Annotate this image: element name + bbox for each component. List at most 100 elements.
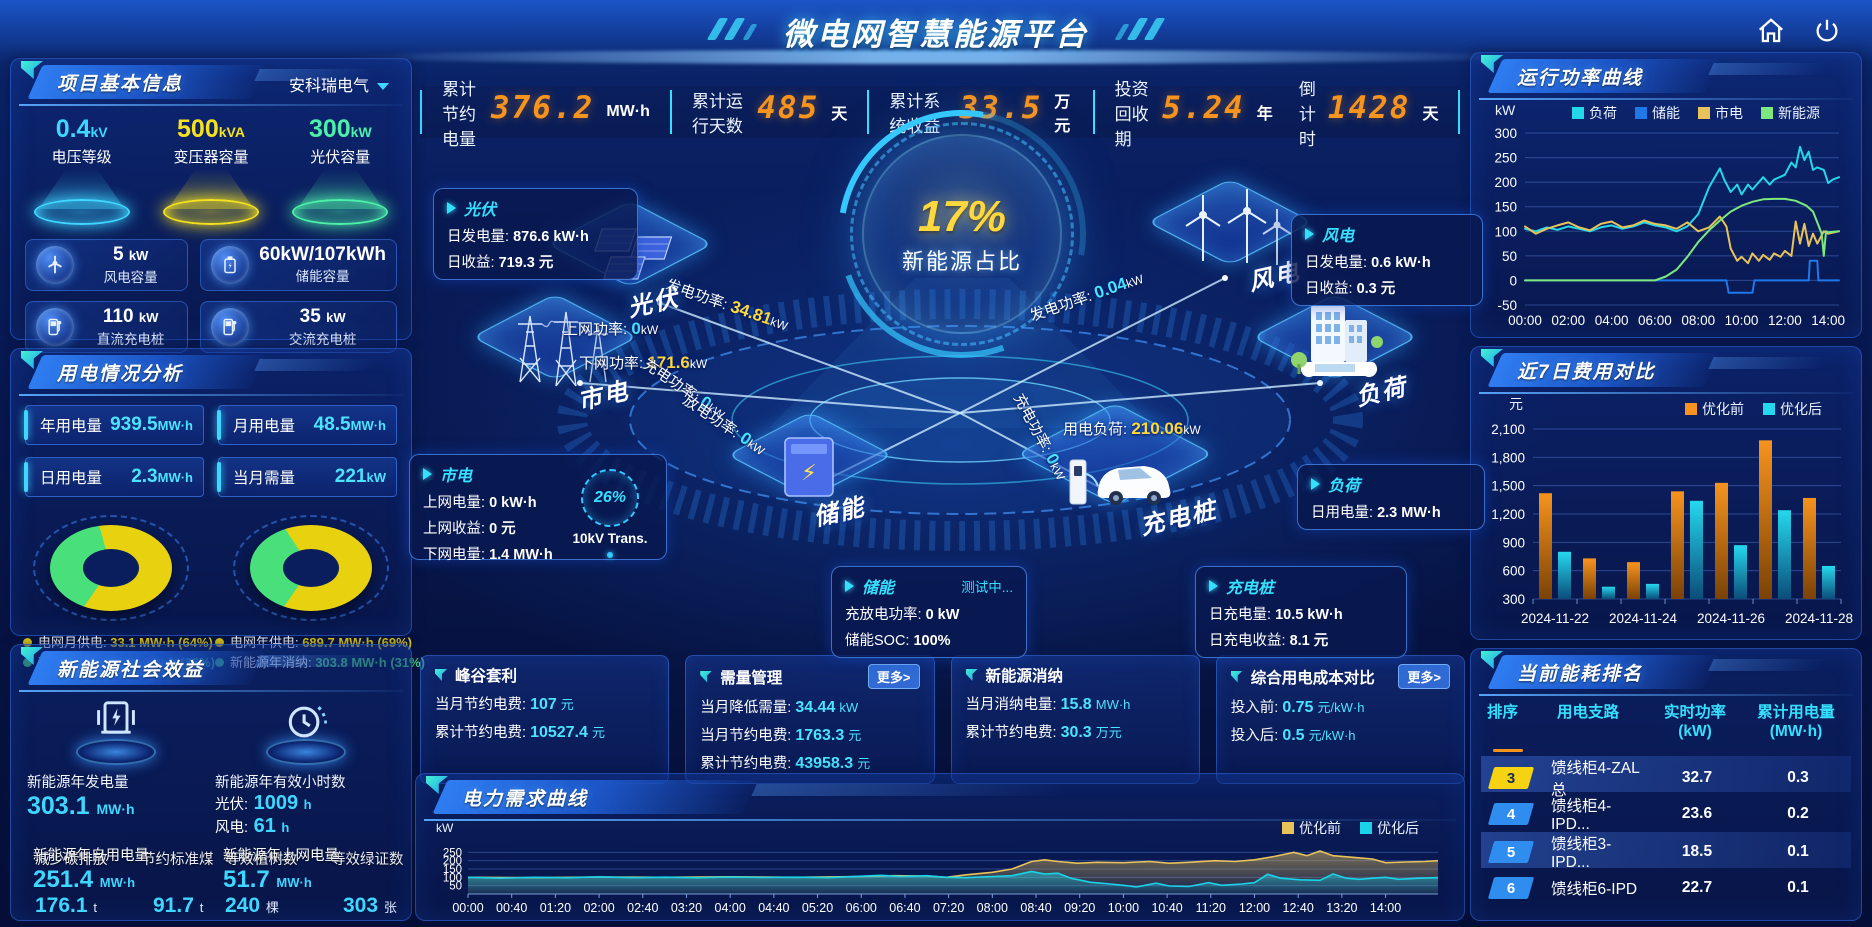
corner-mini-icon <box>965 669 978 681</box>
svg-text:优化后: 优化后 <box>1377 820 1419 836</box>
svg-text:00:00: 00:00 <box>452 901 483 915</box>
svg-text:储能: 储能 <box>1652 105 1680 121</box>
table-row[interactable]: 6 馈线柜6-IPD 22.7 0.1 <box>1481 870 1851 906</box>
battery-storage-illustration: ⚡ <box>784 437 834 497</box>
svg-text:2,100: 2,100 <box>1491 422 1525 437</box>
benefit-value: 15.8 <box>1060 696 1092 713</box>
donut-year <box>231 513 391 623</box>
rank-badge: 5 <box>1487 841 1535 863</box>
panel-energy-ranking: 当前能耗排名 排序 用电支路 实时功率 (kW) 累计用电量 (MW·h) 3 馈线柜4… <box>1470 648 1862 921</box>
spotlight-pad <box>162 199 259 225</box>
svg-text:06:40: 06:40 <box>889 901 920 915</box>
svg-text:600: 600 <box>1502 564 1525 579</box>
svg-text:2024-11-22: 2024-11-22 <box>1521 611 1589 626</box>
info-box-row: 日收益: 0.3 元 <box>1305 281 1396 297</box>
benefit-unit: MW·h <box>1095 697 1131 712</box>
panel-header: 项目基本信息 安科瑞电气 <box>19 61 403 106</box>
more-button[interactable]: 更多> <box>1398 664 1450 689</box>
svg-text:1,200: 1,200 <box>1491 507 1525 522</box>
svg-text:02:40: 02:40 <box>627 901 658 915</box>
overlay-big-value: 251.4 MW·h <box>33 866 136 893</box>
benefit-unit: 元/kW·h <box>1308 728 1356 743</box>
donut-deco-ring <box>33 515 189 621</box>
table-row[interactable]: 5 馈线柜3-IPD... 18.5 0.1 <box>1481 832 1851 871</box>
power-icon[interactable] <box>1812 16 1842 46</box>
svg-text:09:20: 09:20 <box>1064 901 1095 915</box>
svg-text:08:00: 08:00 <box>1681 313 1715 328</box>
company-selector[interactable]: 安科瑞电气 <box>289 72 389 96</box>
ranking-table-rows: 3 馈线柜4-ZAL总 32.7 0.3 4 馈线柜4-IPD... 23.6 0.2 5 馈线柜… <box>1471 754 1861 912</box>
legend-dot <box>23 638 32 647</box>
donut-chart <box>50 525 172 611</box>
svg-text:kW: kW <box>436 821 454 835</box>
corner-mini-icon <box>1230 670 1243 683</box>
usage-stat-pill: 日用电量 2.3MW·h <box>24 457 204 497</box>
svg-text:04:40: 04:40 <box>758 901 789 915</box>
table-row[interactable]: 3 馈线柜4-ZAL总 32.7 0.3 <box>1481 756 1851 799</box>
svg-text:14:00: 14:00 <box>1370 901 1401 915</box>
svg-text:市电: 市电 <box>1715 105 1743 121</box>
legend-swatch <box>1761 107 1773 119</box>
overlay-label-1: 新能源年自用电量 <box>33 848 149 864</box>
spotlight-value: 300kW <box>308 115 372 143</box>
capacity-card: 35 kW 交流充电桩 <box>200 301 397 353</box>
capacity-value: 35 kW <box>299 305 346 327</box>
more-button[interactable]: 更多> <box>867 664 920 689</box>
panel-header: 近7日费用对比 <box>1479 349 1853 394</box>
legend-swatch <box>1635 107 1647 119</box>
capacity-text: 110 kW 直流充电桩 <box>84 306 177 348</box>
panel-title: 运行功率曲线 <box>1517 68 1644 89</box>
svg-text:04:00: 04:00 <box>715 901 746 915</box>
donut-row <box>11 513 411 623</box>
capacity-value: 60kW/107kWh <box>259 244 386 265</box>
svg-text:250: 250 <box>1494 151 1517 166</box>
social-icons <box>11 685 411 765</box>
spoke-label: 用电负荷: 210.06kW <box>1063 419 1201 438</box>
spoke-value: 0 <box>631 319 641 338</box>
gen-value: 303.1 MW·h <box>27 792 135 820</box>
benefit-value: 30.3 <box>1060 724 1092 741</box>
svg-text:1,800: 1,800 <box>1491 450 1525 465</box>
info-box-title: 储能 <box>862 580 895 597</box>
overlay-sub-value-2: 303 张 <box>343 894 397 917</box>
capacity-text: 35 kW 交流充电桩 <box>259 305 386 348</box>
panel-title: 近7日费用对比 <box>1517 362 1656 383</box>
energy-flow-stage: 17% 新能源占比 光伏 风电 <box>409 61 1485 658</box>
home-icon[interactable] <box>1756 16 1786 46</box>
info-box-storage: 储能 测试中... 充放电功率: 0 kW 储能SOC: 100% <box>831 566 1027 658</box>
kpi-value: 5.24 <box>1162 90 1245 126</box>
branch-name: 馈线柜4-IPD... <box>1551 798 1612 833</box>
bar-优化前-2024-11-22 <box>1539 493 1552 599</box>
info-box-title-row: 充电桩 <box>1209 574 1393 598</box>
svg-text:12:00: 12:00 <box>1239 901 1270 915</box>
table-row[interactable]: 4 馈线柜4-IPD... 23.6 0.2 <box>1481 794 1851 833</box>
transformer-label: 10kV Trans. <box>572 531 648 546</box>
usage-stat-pill: 年用电量 939.5MW·h <box>24 405 204 445</box>
svg-text:00:40: 00:40 <box>496 901 527 915</box>
bar-优化后-2024-11-26 <box>1734 545 1747 599</box>
bar-优化前-2024-11-27 <box>1759 440 1772 599</box>
svg-text:优化前: 优化前 <box>1702 401 1744 417</box>
realtime-power: 18.5 <box>1681 843 1713 860</box>
benefit-card-row: 投入后: 0.5 元/kW·h <box>1230 727 1356 744</box>
benefit-unit: 元/kW·h <box>1317 700 1365 715</box>
info-box-title-row: 市电 <box>423 462 653 486</box>
overlay-sub-value-1: 176.1 t <box>35 894 98 917</box>
usage-stat-label: 年用电量 <box>40 418 103 435</box>
svg-text:00:00: 00:00 <box>1508 313 1542 328</box>
benefit-card-row: 当月消纳电量: 15.8 MW·h <box>965 696 1131 713</box>
info-box-row: 日发电量: 0.6 kW·h <box>1305 255 1431 271</box>
info-box-value: 100% <box>913 633 951 649</box>
panel-title: 新能源社会效益 <box>57 660 205 681</box>
info-box-row: 充放电功率: 0 kW <box>845 607 960 623</box>
benefit-value: 107 <box>530 696 557 713</box>
scroll-indicator[interactable] <box>1493 749 1523 752</box>
svg-text:0: 0 <box>1509 273 1517 288</box>
corner-mini-icon <box>435 669 447 681</box>
series-优化后 <box>467 870 1439 888</box>
power-towers-illustration <box>518 311 608 387</box>
svg-text:300: 300 <box>1502 592 1525 607</box>
total-energy: 0.3 <box>1787 769 1809 786</box>
